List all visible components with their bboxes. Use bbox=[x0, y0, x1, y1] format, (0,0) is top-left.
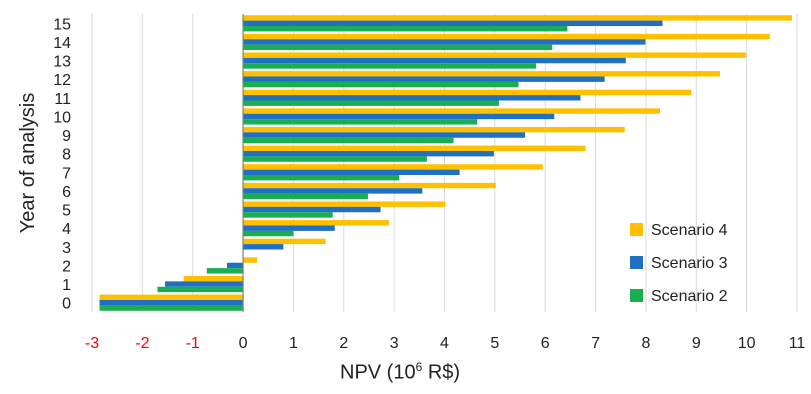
bar-scenario-4-year-14 bbox=[243, 33, 770, 40]
y-tick-label: 8 bbox=[62, 147, 71, 164]
bar-scenario-4-year-1 bbox=[183, 275, 244, 282]
bar-scenario-2-year-9 bbox=[243, 137, 454, 144]
bar-scenario-4-year-4 bbox=[243, 220, 390, 226]
bar-scenario-4-year-9 bbox=[243, 126, 625, 133]
bar-scenario-2-year-13 bbox=[243, 63, 537, 69]
legend: Scenario 4 Scenario 3 Scenario 2 bbox=[630, 222, 728, 305]
bar-scenario-3-year-1 bbox=[165, 281, 244, 287]
x-tick-label: 1 bbox=[289, 335, 298, 352]
y-tick-label: 9 bbox=[62, 128, 71, 145]
y-tick-label: 6 bbox=[62, 184, 71, 201]
y-tick-label: 2 bbox=[62, 258, 71, 275]
bar-scenario-2-year-4 bbox=[243, 230, 294, 237]
bar-scenario-4-year-8 bbox=[243, 145, 586, 151]
bar-scenario-2-year-1 bbox=[157, 286, 244, 293]
x-tick-label: -2 bbox=[135, 335, 149, 352]
bar-scenario-2-year-12 bbox=[243, 81, 519, 88]
bar-scenario-3-year-12 bbox=[243, 76, 605, 82]
y-axis-title: Year of analysis bbox=[17, 93, 39, 233]
y-tick-label: 10 bbox=[53, 109, 71, 126]
y-tick-label: 14 bbox=[53, 35, 71, 52]
x-axis-title-main: NPV (10 bbox=[340, 361, 416, 384]
bar-scenario-2-year-7 bbox=[243, 175, 400, 181]
bar-scenario-2-year-8 bbox=[243, 156, 427, 162]
bar-scenario-4-year-10 bbox=[243, 108, 661, 114]
y-tick-label: 1 bbox=[62, 277, 71, 294]
bar-scenario-4-year-6 bbox=[243, 182, 496, 189]
bar-scenario-4-year-3 bbox=[243, 238, 326, 245]
bar-scenario-4-year-0 bbox=[99, 294, 244, 300]
legend-swatch bbox=[630, 256, 643, 269]
x-tick-label: 5 bbox=[490, 335, 499, 352]
bar-scenario-2-year-5 bbox=[243, 212, 333, 218]
x-tick-label: -1 bbox=[186, 335, 200, 352]
bar-scenario-2-year-6 bbox=[243, 193, 368, 200]
bar-scenario-3-year-9 bbox=[243, 132, 526, 138]
x-tick-label: 8 bbox=[641, 335, 650, 352]
bar-scenario-3-year-0 bbox=[99, 299, 244, 306]
y-tick-label: 3 bbox=[62, 240, 71, 257]
y-tick-label: 15 bbox=[53, 16, 71, 33]
x-tick-label: 4 bbox=[440, 335, 449, 352]
legend-label: Scenario 2 bbox=[651, 288, 728, 305]
bar-scenario-4-year-15 bbox=[243, 15, 792, 21]
bar-scenario-4-year-12 bbox=[243, 71, 720, 77]
x-axis-title: NPV (106 R$) bbox=[340, 360, 460, 385]
bar-scenario-4-year-2 bbox=[243, 257, 258, 263]
bar-scenario-2-year-14 bbox=[243, 44, 553, 51]
bar-scenario-3-year-6 bbox=[243, 188, 423, 194]
bar-scenario-3-year-5 bbox=[243, 206, 381, 213]
bar-scenario-2-year-11 bbox=[243, 100, 499, 106]
x-tick-label: 3 bbox=[390, 335, 399, 352]
bar-scenario-2-year-0 bbox=[99, 305, 244, 311]
x-tick-label: -3 bbox=[85, 335, 99, 352]
bar-scenario-2-year-15 bbox=[243, 26, 568, 32]
y-tick-label: 7 bbox=[62, 165, 71, 182]
legend-swatch bbox=[630, 289, 643, 302]
bar-scenario-3-year-14 bbox=[243, 39, 646, 45]
y-tick-label: 5 bbox=[62, 203, 71, 220]
x-tick-labels: -3 -2 -1 0 1 2 3 4 5 6 7 8 9 10 11 bbox=[85, 335, 806, 352]
bar-scenario-4-year-5 bbox=[243, 201, 446, 207]
bar-scenario-2-year-10 bbox=[243, 119, 478, 125]
bar-scenario-3-year-10 bbox=[243, 113, 555, 120]
x-tick-label: 11 bbox=[789, 335, 806, 352]
bar-scenario-4-year-7 bbox=[243, 164, 543, 170]
bar-scenario-3-year-4 bbox=[243, 225, 335, 231]
bar-scenario-2-year-2 bbox=[206, 268, 244, 274]
x-tick-label: 6 bbox=[541, 335, 550, 352]
x-axis-title-exponent: 6 bbox=[415, 360, 423, 374]
x-axis-title-unit: R$) bbox=[422, 361, 461, 384]
bar-scenario-3-year-15 bbox=[243, 20, 663, 27]
legend-label: Scenario 3 bbox=[651, 255, 728, 272]
legend-label: Scenario 4 bbox=[651, 222, 728, 239]
bar-scenario-3-year-2 bbox=[226, 262, 244, 269]
y-tick-label: 0 bbox=[62, 296, 71, 313]
bar-scenario-4-year-13 bbox=[243, 52, 747, 58]
bar-scenario-4-year-11 bbox=[243, 89, 692, 96]
y-tick-label: 12 bbox=[53, 72, 71, 89]
bar-scenario-3-year-8 bbox=[243, 150, 494, 157]
x-tick-label: 10 bbox=[738, 335, 756, 352]
legend-swatch bbox=[630, 223, 643, 236]
bar-scenario-3-year-7 bbox=[243, 169, 460, 176]
bar-scenario-3-year-11 bbox=[243, 95, 581, 101]
y-tick-label: 13 bbox=[53, 54, 71, 71]
x-tick-label: 2 bbox=[339, 335, 348, 352]
x-tick-label: 7 bbox=[591, 335, 600, 352]
y-tick-label: 11 bbox=[54, 91, 71, 108]
x-tick-label: 9 bbox=[692, 335, 701, 352]
y-tick-label: 4 bbox=[62, 221, 71, 238]
bar-scenario-3-year-3 bbox=[243, 244, 284, 250]
x-tick-label: 0 bbox=[239, 335, 248, 352]
bar-scenario-3-year-13 bbox=[243, 57, 626, 64]
bars-group bbox=[99, 15, 792, 311]
